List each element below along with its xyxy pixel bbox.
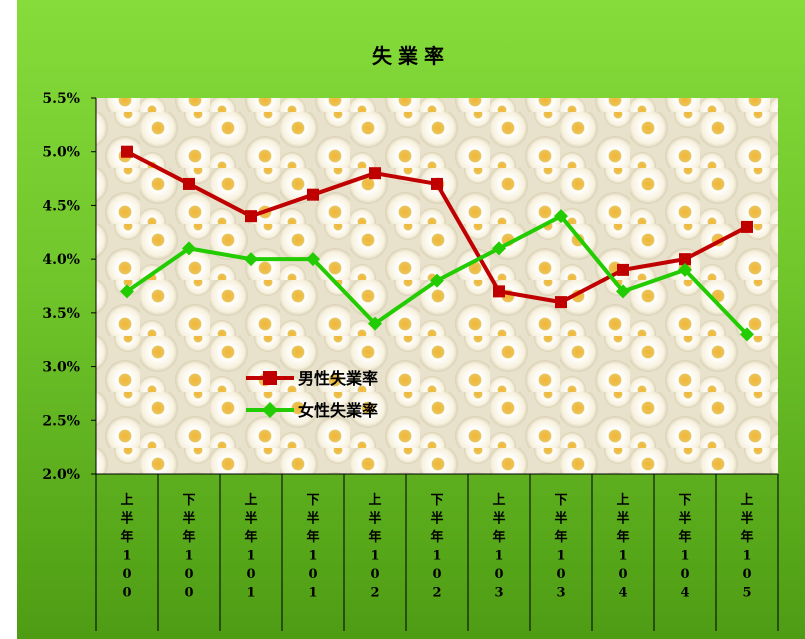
y-axis: 2.0% 2.5% 3.0% 3.5% 4.0% 4.5% 5.0% 5.5% bbox=[42, 91, 96, 483]
x-tick-label: 下半年 1 0 2 bbox=[430, 493, 443, 601]
data-point bbox=[121, 145, 133, 158]
x-tick-label: 上半年 1 0 4 bbox=[616, 493, 629, 601]
data-point bbox=[616, 284, 630, 299]
data-point bbox=[493, 285, 505, 298]
y-tick-label: 3.5% bbox=[42, 306, 80, 322]
y-tick-label: 3.0% bbox=[42, 360, 80, 376]
x-axis: 上半年 1 0 0 下半年 1 0 0 上半年 1 0 1 下半年 1 0 1 上半年 1 0 2 下半年 1 0 2 上半年 1… bbox=[120, 493, 753, 601]
x-tick-label: 上半年 1 0 5 bbox=[740, 493, 753, 601]
legend-marker bbox=[262, 402, 278, 418]
x-tick-label: 下半年 1 0 3 bbox=[554, 493, 567, 601]
data-point bbox=[492, 241, 506, 256]
series-group bbox=[120, 145, 754, 342]
data-point bbox=[183, 177, 195, 190]
y-tick-label: 5.5% bbox=[42, 91, 80, 107]
category-axis-cells bbox=[95, 98, 779, 631]
x-tick-label: 下半年 1 0 0 bbox=[182, 493, 195, 601]
data-point bbox=[617, 263, 629, 276]
chart-title: 失業率 bbox=[372, 44, 450, 68]
y-tick-label: 2.5% bbox=[42, 413, 80, 429]
data-point bbox=[679, 253, 691, 266]
y-tick-label: 2.0% bbox=[42, 467, 80, 483]
y-tick-label: 4.0% bbox=[42, 252, 80, 268]
data-point bbox=[430, 273, 444, 288]
data-point bbox=[741, 220, 753, 233]
legend-marker bbox=[263, 371, 277, 385]
x-tick-label: 上半年 1 0 1 bbox=[244, 493, 257, 601]
x-tick-label: 下半年 1 0 1 bbox=[306, 493, 319, 601]
data-point bbox=[182, 241, 196, 256]
x-tick-label: 上半年 1 0 0 bbox=[120, 493, 133, 601]
data-point bbox=[306, 252, 320, 267]
legend-label: 男性失業率 bbox=[298, 369, 378, 388]
data-point bbox=[244, 252, 258, 267]
x-tick-label: 上半年 1 0 3 bbox=[492, 493, 505, 601]
data-point bbox=[368, 316, 382, 331]
data-point bbox=[554, 209, 568, 224]
data-point bbox=[245, 210, 257, 223]
y-tick-label: 4.5% bbox=[42, 198, 80, 214]
data-point bbox=[120, 284, 134, 299]
data-point bbox=[555, 296, 567, 309]
data-point bbox=[678, 262, 692, 277]
legend-label: 女性失業率 bbox=[298, 401, 378, 420]
data-point bbox=[307, 188, 319, 201]
x-tick-label: 上半年 1 0 2 bbox=[368, 493, 381, 601]
data-point bbox=[369, 167, 381, 180]
data-point bbox=[431, 177, 443, 190]
y-tick-label: 5.0% bbox=[42, 145, 80, 161]
x-tick-label: 下半年 1 0 4 bbox=[678, 493, 691, 601]
data-point bbox=[740, 327, 754, 342]
